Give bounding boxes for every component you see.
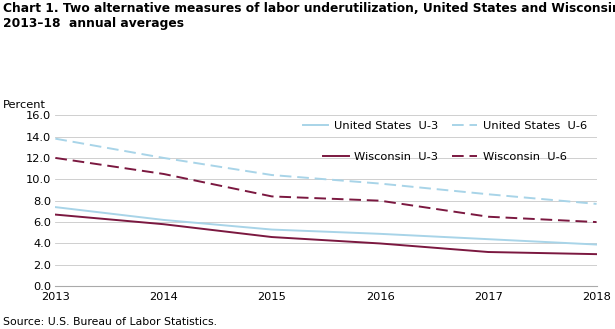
Wisconsin  U-3: [160, 222, 167, 226]
United States  U-3: [268, 228, 276, 232]
Wisconsin  U-3: [593, 252, 600, 256]
Wisconsin  U-3: [485, 250, 492, 254]
United States  U-6: [160, 156, 167, 160]
Wisconsin  U-3: [376, 241, 384, 245]
Text: Chart 1. Two alternative measures of labor underutilization, United States and W: Chart 1. Two alternative measures of lab…: [3, 2, 615, 30]
United States  U-3: [52, 205, 59, 209]
Wisconsin  U-6: [376, 199, 384, 203]
Line: Wisconsin  U-6: Wisconsin U-6: [55, 158, 597, 222]
Wisconsin  U-3: [268, 235, 276, 239]
United States  U-3: [593, 242, 600, 246]
Line: United States  U-6: United States U-6: [55, 139, 597, 204]
United States  U-6: [376, 182, 384, 186]
Line: United States  U-3: United States U-3: [55, 207, 597, 244]
Line: Wisconsin  U-3: Wisconsin U-3: [55, 215, 597, 254]
Wisconsin  U-6: [52, 156, 59, 160]
Wisconsin  U-6: [593, 220, 600, 224]
Legend: Wisconsin  U-3, Wisconsin  U-6: Wisconsin U-3, Wisconsin U-6: [323, 152, 566, 162]
Text: Percent: Percent: [3, 100, 46, 110]
United States  U-6: [485, 192, 492, 196]
United States  U-3: [376, 232, 384, 236]
Wisconsin  U-3: [52, 213, 59, 216]
United States  U-6: [593, 202, 600, 206]
United States  U-6: [268, 173, 276, 177]
United States  U-3: [160, 218, 167, 222]
Text: Source: U.S. Bureau of Labor Statistics.: Source: U.S. Bureau of Labor Statistics.: [3, 317, 217, 327]
United States  U-6: [52, 137, 59, 141]
Wisconsin  U-6: [160, 172, 167, 176]
Wisconsin  U-6: [268, 194, 276, 198]
United States  U-3: [485, 237, 492, 241]
Wisconsin  U-6: [485, 215, 492, 219]
